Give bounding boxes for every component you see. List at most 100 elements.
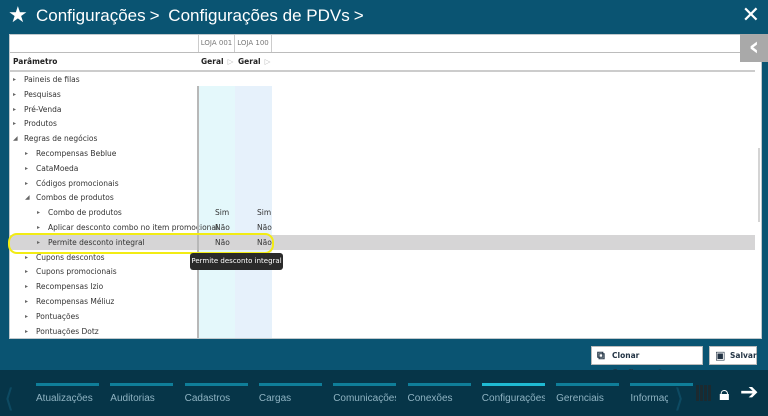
table-row[interactable]: ▸ Códigos promocionais bbox=[10, 176, 755, 191]
save-button[interactable]: ▣ Salvar bbox=[709, 346, 757, 365]
collapsed-toggle-icon[interactable]: ▸ bbox=[25, 253, 29, 261]
table-row[interactable]: ▸ Pontuações Dotz bbox=[10, 324, 755, 338]
table-row[interactable]: ▸ Recompensas Beblue bbox=[10, 146, 755, 161]
table-row[interactable]: ◢ Combos de produtos bbox=[10, 190, 755, 205]
column-loja-001 bbox=[199, 86, 235, 338]
row-label: Pontuações bbox=[36, 311, 80, 321]
header: ★ Configurações > Configurações de PDVs > … bbox=[0, 0, 768, 34]
row-label: Regras de negócios bbox=[24, 134, 98, 144]
table-row[interactable]: ▸ Pesquisas bbox=[10, 87, 755, 102]
nav-item[interactable]: Informações bbox=[630, 383, 694, 404]
value-cell[interactable]: Não bbox=[215, 237, 230, 247]
config-table: LOJA 001 LOJA 100 Parâmetro Geral ▷ Geral… bbox=[9, 34, 762, 339]
collapsed-toggle-icon[interactable]: ▸ bbox=[37, 209, 41, 217]
row-label: Combo de produtos bbox=[48, 208, 122, 218]
row-label: CataMoeda bbox=[36, 163, 79, 173]
nav-item[interactable]: Configurações bbox=[481, 383, 545, 404]
nav-label: Atualizações bbox=[36, 393, 93, 404]
table-row[interactable]: ▸ Pré-Venda bbox=[10, 102, 755, 117]
value-cell[interactable]: Sim bbox=[215, 208, 230, 218]
collapsed-toggle-icon[interactable]: ▸ bbox=[13, 76, 17, 83]
scrollbar[interactable] bbox=[758, 148, 760, 222]
collapsed-toggle-icon[interactable]: ▸ bbox=[13, 90, 17, 98]
column-loja-100 bbox=[235, 86, 272, 338]
nav-label: Gerenciais bbox=[556, 393, 604, 404]
expanded-toggle-icon[interactable]: ◢ bbox=[25, 194, 30, 202]
value-cell[interactable]: Não bbox=[257, 223, 272, 232]
table-row[interactable]: ▸ Combo de produtos Sim Sim bbox=[10, 205, 755, 220]
value-cell[interactable]: Sim bbox=[257, 208, 272, 218]
row-label: Recompensas Izio bbox=[36, 282, 104, 292]
nav-item[interactable]: Cargas bbox=[258, 383, 322, 404]
table-row[interactable]: ▸ Aplicar desconto combo no item promocio… bbox=[10, 220, 755, 235]
collapsed-toggle-icon[interactable]: ▸ bbox=[25, 268, 29, 276]
breadcrumb-item[interactable]: Configurações bbox=[36, 6, 146, 25]
expanded-toggle-icon[interactable]: ◢ bbox=[13, 135, 18, 143]
exit-arrow-icon[interactable]: ➔ bbox=[740, 380, 759, 405]
table-row[interactable]: ▸ Recompensas Izio bbox=[10, 279, 755, 294]
row-label: Paineis de filas bbox=[24, 75, 80, 84]
collapsed-toggle-icon[interactable]: ▸ bbox=[25, 164, 29, 172]
collapsed-toggle-icon[interactable]: ▸ bbox=[25, 179, 29, 187]
breadcrumb: Configurações > Configurações de PDVs > bbox=[36, 6, 368, 26]
collapsed-toggle-icon[interactable]: ▸ bbox=[25, 312, 29, 320]
table-row[interactable]: ▸ Cupons descontos bbox=[10, 250, 755, 265]
highlight-annotation bbox=[8, 233, 274, 254]
breadcrumb-separator: > bbox=[353, 6, 364, 25]
profile-header[interactable]: Geral ▷ bbox=[238, 57, 271, 66]
nav-label: Cargas bbox=[258, 393, 292, 404]
collapsed-toggle-icon[interactable]: ▸ bbox=[25, 150, 29, 157]
lock-icon[interactable]: 🔒︎ bbox=[719, 381, 730, 405]
table-row[interactable]: ▸ CataMoeda bbox=[10, 161, 755, 176]
table-row[interactable]: ▸ Pontuações bbox=[10, 309, 755, 324]
table-row[interactable]: ◢ Regras de negócios bbox=[10, 131, 755, 146]
tooltip: Permite desconto integral bbox=[190, 253, 283, 270]
value-cell[interactable]: Não bbox=[215, 223, 230, 232]
breadcrumb-item[interactable]: Configurações de PDVs bbox=[168, 6, 350, 25]
nav-item[interactable]: Comunicações bbox=[333, 383, 397, 404]
nav-prev-icon[interactable]: ⟨ bbox=[4, 384, 15, 414]
table-row[interactable]: ▸ Paineis de filas bbox=[10, 72, 755, 87]
star-icon[interactable]: ★ bbox=[8, 3, 28, 28]
value-cell[interactable]: Não bbox=[257, 237, 272, 247]
collapsed-toggle-icon[interactable]: ▸ bbox=[37, 224, 41, 231]
nav-label: Configurações bbox=[481, 393, 545, 404]
store-header[interactable]: LOJA 001 bbox=[198, 35, 235, 52]
back-chevron-icon[interactable]: ‹ bbox=[740, 34, 768, 62]
close-icon[interactable]: ✕ bbox=[741, 3, 760, 28]
copy-icon: ⧉ bbox=[597, 349, 605, 362]
bottom-nav: ⟨ Atualizações Auditorias Cadastros Cargas C… bbox=[0, 370, 768, 416]
nav-item[interactable]: Gerenciais bbox=[556, 383, 620, 404]
nav-label: Cadastros bbox=[184, 393, 231, 404]
nav-item[interactable]: Cadastros bbox=[184, 383, 248, 404]
row-label: Produtos bbox=[24, 119, 57, 129]
collapsed-toggle-icon[interactable]: ▸ bbox=[25, 283, 29, 291]
row-label: Permite desconto integral bbox=[48, 237, 145, 247]
collapsed-toggle-icon[interactable]: ▸ bbox=[37, 238, 41, 246]
nav-label: Auditorias bbox=[110, 393, 155, 404]
param-header: Parâmetro bbox=[13, 57, 58, 66]
table-row[interactable]: ▸ Cupons promocionais bbox=[10, 264, 755, 279]
nav-item[interactable]: Conexões bbox=[407, 383, 471, 404]
nav-label: Conexões bbox=[407, 393, 453, 404]
nav-label: Informações bbox=[630, 393, 669, 404]
table-row[interactable]: ▸ Produtos bbox=[10, 116, 755, 131]
collapsed-toggle-icon[interactable]: ▸ bbox=[25, 327, 29, 335]
collapsed-toggle-icon[interactable]: ▸ bbox=[25, 298, 29, 305]
grid-icon[interactable] bbox=[696, 385, 712, 401]
row-label: Recompensas Beblue bbox=[36, 149, 117, 158]
clone-config-button[interactable]: ⧉Clonar Configurações bbox=[591, 346, 703, 377]
nav-item[interactable]: Auditorias bbox=[110, 383, 174, 404]
table-row[interactable]: ▸ Permite desconto integral Não Não bbox=[10, 234, 755, 250]
nav-label: Comunicações bbox=[333, 393, 397, 404]
table-row[interactable]: ▸ Recompensas Méliuz bbox=[10, 294, 755, 309]
profile-header[interactable]: Geral ▷ bbox=[201, 57, 234, 66]
nav-item[interactable]: Atualizações bbox=[36, 383, 99, 404]
row-label: Pré-Venda bbox=[24, 104, 62, 114]
collapsed-toggle-icon[interactable]: ▸ bbox=[13, 120, 17, 128]
row-label: Cupons promocionais bbox=[36, 267, 117, 277]
store-header[interactable]: LOJA 100 bbox=[234, 35, 272, 52]
row-label: Códigos promocionais bbox=[36, 178, 119, 188]
collapsed-toggle-icon[interactable]: ▸ bbox=[13, 105, 17, 113]
nav-next-icon[interactable]: ⟩ bbox=[674, 384, 685, 414]
